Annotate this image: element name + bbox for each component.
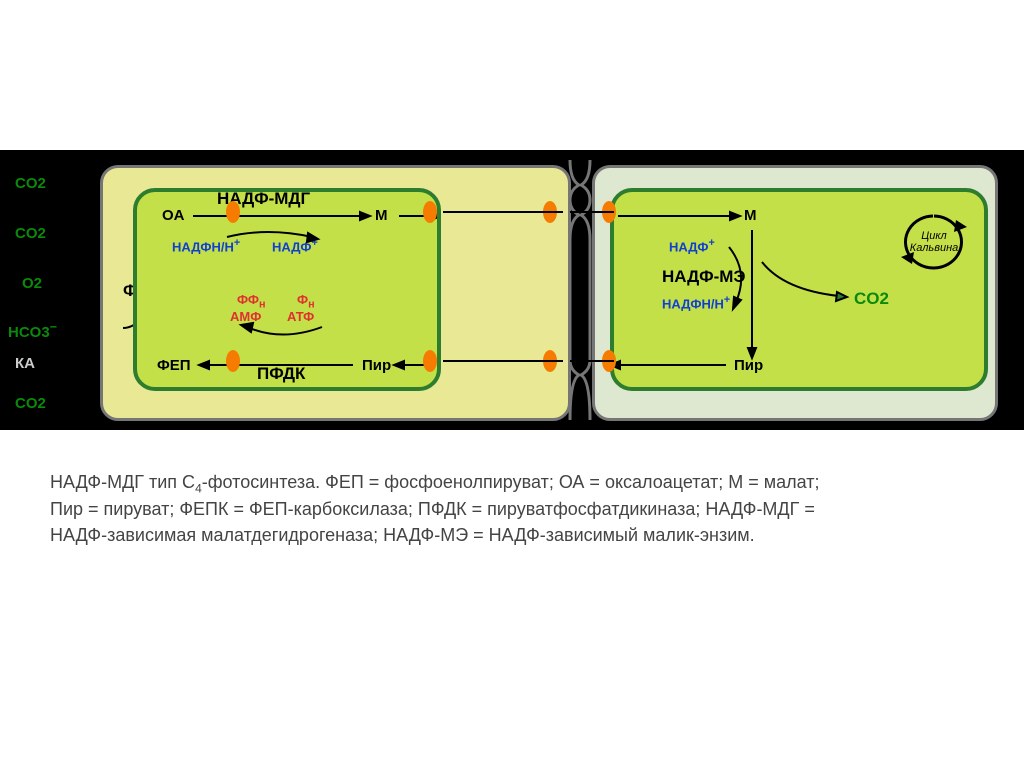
chloro-left-arrows bbox=[137, 192, 437, 387]
caption-text: НАДФ-МДГ тип C4-фотосинтеза. ФЕП = фосфо… bbox=[50, 470, 950, 548]
calvin-cycle: ЦиклКальвина bbox=[894, 210, 974, 274]
transport-dot bbox=[423, 350, 437, 372]
transport-dot bbox=[226, 350, 240, 372]
bundle-in-arrows bbox=[570, 198, 620, 368]
diagram-panel: CO2 CO2 O2 HCO3− КА CO2 OA Фн ФЕПК ФЕП O… bbox=[0, 150, 1024, 430]
calvin-text: ЦиклКальвина bbox=[894, 230, 974, 254]
co2-label-2: CO2 bbox=[15, 225, 46, 242]
ka-label: КА bbox=[15, 355, 35, 372]
bundle-sheath-cell: М НАДФ+ НАДФ-МЭ НАДФН/Н+ CO2 Пир bbox=[592, 165, 998, 421]
mesophyll-out-arrows bbox=[443, 198, 573, 368]
transport-dot bbox=[226, 201, 240, 223]
hco3-label: HCO3− bbox=[8, 320, 57, 341]
co2-label-3: CO2 bbox=[15, 395, 46, 412]
o2-label: O2 bbox=[22, 275, 42, 292]
transport-dot bbox=[423, 201, 437, 223]
mesophyll-cell: OA Фн ФЕПК ФЕП OA М НАДФ-МДГ НАДФН/Н+ НА… bbox=[100, 165, 571, 421]
subscript-4: 4 bbox=[195, 482, 202, 496]
external-arrows bbox=[52, 170, 107, 430]
mesophyll-chloroplast: OA М НАДФ-МДГ НАДФН/Н+ НАДФ+ ФФн АМФ Фн … bbox=[133, 188, 441, 391]
bundle-chloroplast: М НАДФ+ НАДФ-МЭ НАДФН/Н+ CO2 Пир bbox=[610, 188, 988, 391]
co2-label-1: CO2 bbox=[15, 175, 46, 192]
